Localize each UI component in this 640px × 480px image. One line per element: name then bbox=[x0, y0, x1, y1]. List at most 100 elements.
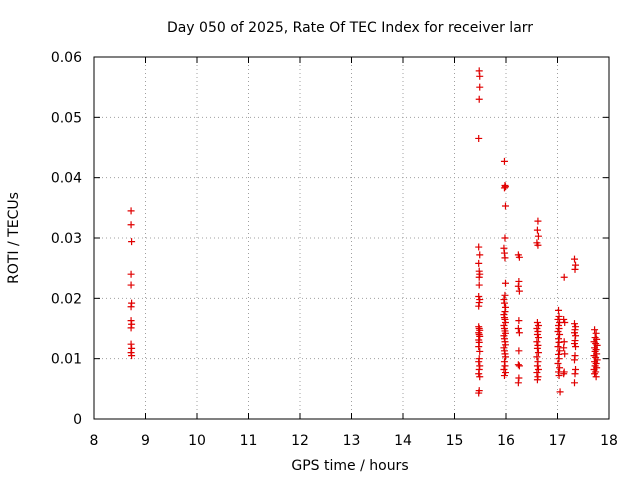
data-point bbox=[534, 366, 542, 374]
data-point bbox=[534, 321, 542, 329]
data-point bbox=[555, 372, 563, 380]
data-point bbox=[555, 355, 563, 363]
data-point bbox=[476, 251, 484, 259]
data-point bbox=[475, 389, 483, 397]
data-point bbox=[475, 259, 483, 267]
y-tick-label: 0.03 bbox=[51, 231, 82, 247]
data-point bbox=[515, 317, 523, 325]
data-point bbox=[475, 95, 483, 103]
data-point bbox=[476, 72, 484, 80]
data-point bbox=[501, 353, 509, 361]
data-point bbox=[501, 341, 509, 349]
data-point bbox=[501, 254, 509, 262]
x-tick-label: 10 bbox=[188, 433, 206, 449]
data-point bbox=[591, 370, 599, 378]
data-point bbox=[592, 373, 600, 381]
data-point bbox=[534, 349, 542, 357]
data-point bbox=[500, 366, 508, 374]
data-point bbox=[500, 184, 508, 192]
y-tick-label: 0 bbox=[73, 412, 82, 428]
data-point bbox=[591, 334, 599, 342]
data-point bbox=[515, 362, 523, 370]
data-point bbox=[515, 253, 523, 261]
data-point bbox=[128, 352, 136, 360]
data-point bbox=[476, 83, 484, 91]
x-tick-label: 16 bbox=[497, 433, 515, 449]
data-point bbox=[128, 238, 136, 246]
data-point bbox=[475, 358, 483, 366]
data-point bbox=[556, 364, 564, 372]
data-point bbox=[592, 340, 600, 348]
data-point bbox=[533, 376, 541, 384]
data-point bbox=[555, 306, 563, 314]
data-point bbox=[515, 287, 523, 295]
data-point bbox=[570, 379, 578, 387]
data-point bbox=[555, 338, 563, 346]
data-point bbox=[533, 331, 541, 339]
data-point bbox=[475, 293, 483, 301]
data-point bbox=[127, 207, 135, 215]
data-point bbox=[534, 334, 542, 342]
axis-ticks bbox=[93, 56, 610, 420]
data-point bbox=[555, 325, 563, 332]
data-point bbox=[570, 356, 578, 364]
data-point bbox=[501, 369, 509, 377]
y-tick-label: 0.01 bbox=[51, 352, 82, 368]
data-point bbox=[533, 353, 541, 361]
data-point bbox=[534, 241, 542, 249]
plot-frame bbox=[93, 56, 610, 420]
data-point bbox=[554, 328, 562, 336]
data-point bbox=[501, 291, 509, 299]
x-tick-labels: 8 9 10 11 12 13 14 15 16 17 18 bbox=[90, 433, 618, 449]
data-point bbox=[515, 329, 523, 337]
data-point bbox=[475, 243, 483, 251]
data-point bbox=[560, 338, 568, 346]
data-point bbox=[501, 183, 509, 191]
data-point bbox=[500, 372, 508, 380]
data-point bbox=[501, 234, 509, 242]
data-point bbox=[554, 359, 562, 367]
x-tick-label: 14 bbox=[394, 433, 412, 449]
data-point bbox=[570, 255, 578, 263]
data-points bbox=[127, 67, 601, 397]
data-point bbox=[500, 299, 508, 307]
data-point bbox=[571, 370, 579, 378]
data-point bbox=[556, 388, 564, 396]
data-point bbox=[571, 265, 579, 273]
data-point bbox=[476, 332, 484, 340]
data-point bbox=[127, 324, 135, 332]
y-tick-label: 0.06 bbox=[51, 50, 82, 66]
data-point bbox=[572, 343, 580, 351]
data-point bbox=[560, 344, 568, 352]
data-point bbox=[560, 370, 568, 378]
x-tick-label: 9 bbox=[141, 433, 150, 449]
data-point bbox=[127, 303, 135, 311]
x-tick-label: 11 bbox=[240, 433, 258, 449]
data-point bbox=[560, 273, 568, 281]
data-point bbox=[514, 325, 522, 332]
data-point bbox=[501, 279, 509, 287]
data-point bbox=[475, 343, 483, 351]
x-tick-label: 12 bbox=[291, 433, 309, 449]
data-point bbox=[534, 217, 542, 225]
x-tick-label: 15 bbox=[446, 433, 464, 449]
data-point bbox=[561, 318, 569, 326]
data-point bbox=[555, 312, 563, 320]
data-point bbox=[560, 315, 568, 323]
data-point bbox=[500, 157, 508, 165]
x-tick-label: 13 bbox=[343, 433, 361, 449]
data-point bbox=[475, 273, 483, 281]
data-point bbox=[515, 347, 523, 355]
data-point bbox=[554, 343, 562, 351]
y-axis-title: ROTI / TECUs bbox=[6, 192, 22, 284]
data-point bbox=[533, 362, 541, 370]
data-point bbox=[514, 379, 522, 387]
data-point bbox=[127, 281, 135, 289]
y-tick-labels: 0 0.01 0.02 0.03 0.04 0.05 0.06 bbox=[51, 50, 82, 428]
data-point bbox=[476, 373, 484, 381]
data-point bbox=[501, 362, 509, 370]
x-tick-label: 18 bbox=[600, 433, 618, 449]
data-point bbox=[556, 347, 564, 355]
data-point bbox=[475, 370, 483, 378]
